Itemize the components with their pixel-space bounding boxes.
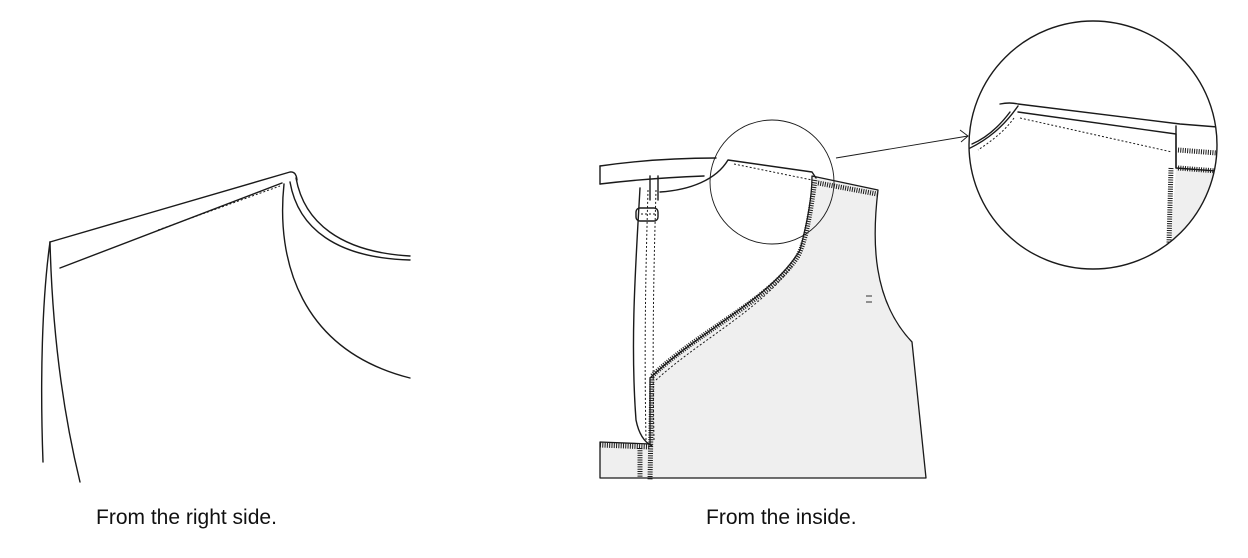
side-edge-inner	[49, 241, 81, 483]
serged-seam-shoulder	[817, 180, 878, 197]
garment-inside-view	[599, 119, 927, 481]
zoom-arrow	[835, 129, 969, 159]
zoom-serged-vertical	[1165, 167, 1174, 269]
caption-right-side: From the right side.	[96, 506, 277, 529]
zoom-detail	[968, 20, 1218, 270]
zoom-facing-stitch	[977, 117, 1015, 151]
zoom-serged-shoulder-2	[1177, 165, 1217, 175]
caption-inside: From the inside.	[706, 506, 857, 529]
zoom-facing-curve	[969, 105, 1019, 151]
button-loop	[635, 207, 659, 222]
back-neck-band-lower	[599, 175, 705, 185]
zoom-source-circle	[709, 119, 835, 245]
zoom-serged-shoulder	[1177, 147, 1217, 157]
garment-right-side-view	[40, 171, 411, 483]
back-neck-band	[599, 157, 717, 167]
neckline-facing-edge-inner	[289, 181, 411, 261]
zoom-detail-circle	[968, 20, 1218, 270]
serged-seam-curve	[647, 179, 818, 481]
zoom-shoulder-edge	[999, 102, 1217, 129]
facing-stitch-curve	[655, 265, 793, 381]
facing-stitch	[644, 189, 649, 441]
neck-curve	[659, 159, 817, 193]
zoom-lining-panel	[1168, 168, 1217, 269]
neck-stitch	[733, 163, 813, 181]
zoom-facing-curve-inner	[971, 111, 1011, 145]
shoulder-topstitch	[157, 185, 281, 231]
shoulder-edge	[49, 171, 298, 243]
facing-edge	[632, 187, 653, 447]
zoom-fabric-edge	[1017, 111, 1217, 173]
side-edge-outer	[40, 241, 51, 463]
zoom-stitch	[1019, 117, 1173, 153]
neckline-facing-edge	[295, 177, 411, 257]
serged-seam-hem	[599, 442, 651, 450]
front-curve	[281, 183, 411, 379]
facing-stitch-2	[652, 189, 657, 441]
